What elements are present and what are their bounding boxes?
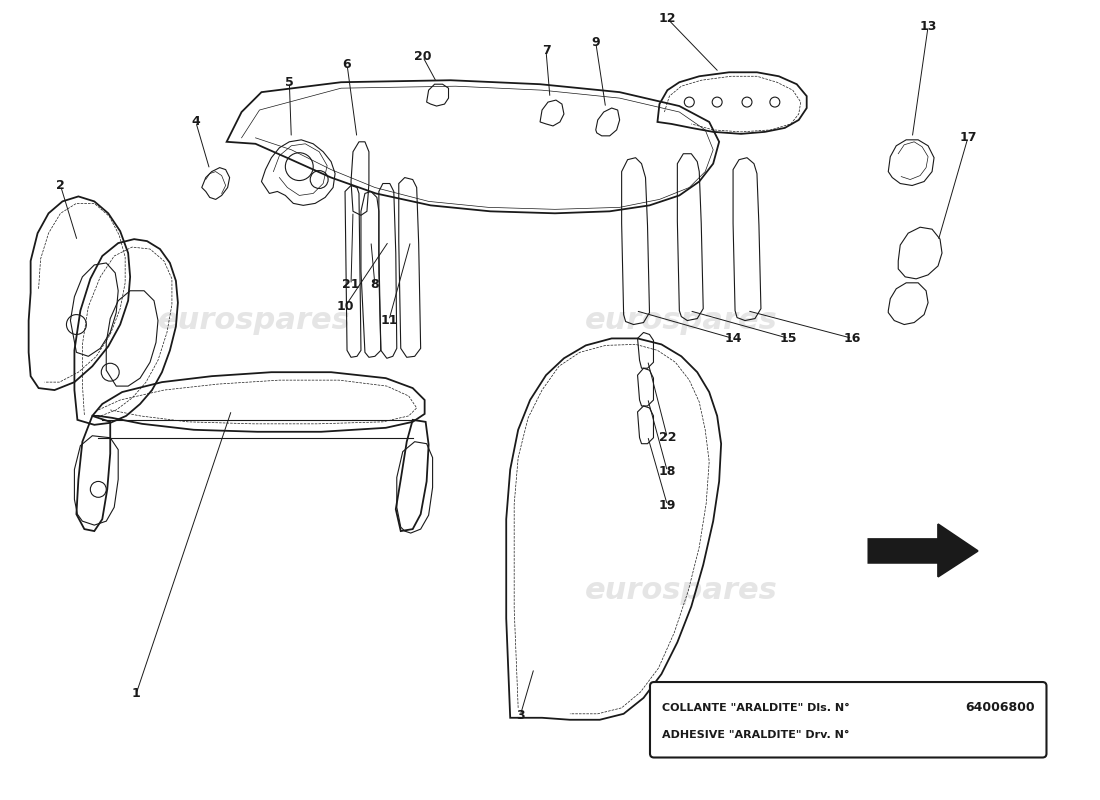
Text: 7: 7 xyxy=(541,44,550,57)
Text: 10: 10 xyxy=(337,300,354,313)
Text: 17: 17 xyxy=(959,131,977,144)
Text: 14: 14 xyxy=(724,332,741,345)
Text: 1: 1 xyxy=(132,687,141,701)
Text: 16: 16 xyxy=(844,332,861,345)
Text: 15: 15 xyxy=(780,332,798,345)
Text: 6: 6 xyxy=(343,58,351,71)
Text: 2: 2 xyxy=(56,179,65,192)
Polygon shape xyxy=(868,524,978,577)
Text: 13: 13 xyxy=(920,20,937,33)
Text: 22: 22 xyxy=(659,431,676,444)
Text: 19: 19 xyxy=(659,498,676,512)
Text: 5: 5 xyxy=(285,76,294,89)
Text: eurospares: eurospares xyxy=(585,306,778,335)
Text: eurospares: eurospares xyxy=(158,306,351,335)
Text: 4: 4 xyxy=(191,115,200,129)
Text: 8: 8 xyxy=(371,278,380,291)
Text: 20: 20 xyxy=(414,50,431,63)
Text: 3: 3 xyxy=(516,710,525,722)
Text: COLLANTE "ARALDITE" Dls. N°: COLLANTE "ARALDITE" Dls. N° xyxy=(662,702,849,713)
FancyBboxPatch shape xyxy=(650,682,1046,758)
Text: 9: 9 xyxy=(592,36,601,49)
Text: 64006800: 64006800 xyxy=(965,701,1034,714)
Text: 18: 18 xyxy=(659,465,676,478)
Text: ADHESIVE "ARALDITE" Drv. N°: ADHESIVE "ARALDITE" Drv. N° xyxy=(662,730,849,740)
Text: 21: 21 xyxy=(342,278,360,291)
Text: 11: 11 xyxy=(381,314,397,327)
Text: eurospares: eurospares xyxy=(585,576,778,605)
Text: 12: 12 xyxy=(659,12,676,25)
